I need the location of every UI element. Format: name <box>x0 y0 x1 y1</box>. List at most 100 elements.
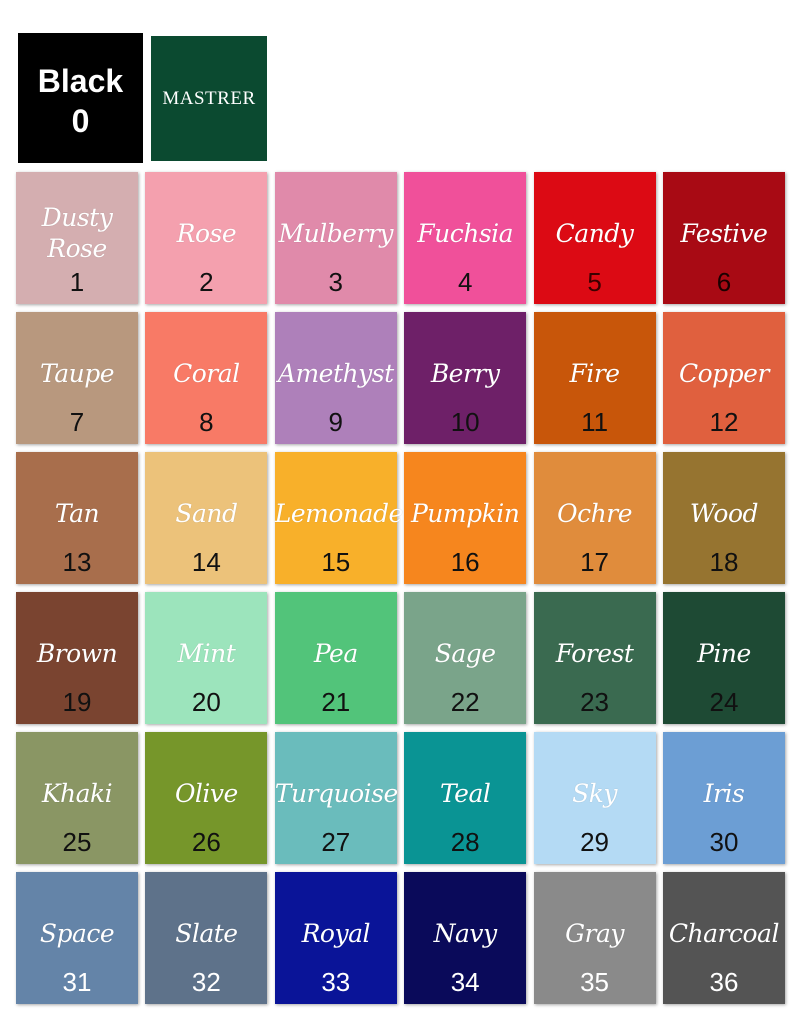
swatch-name: Charcoal <box>668 919 780 948</box>
swatch-name: Fire <box>569 359 621 388</box>
color-swatch: Turquoise 27 <box>274 732 399 864</box>
color-swatch: Sky 29 <box>533 732 656 864</box>
swatch-name: Sky <box>572 779 618 808</box>
swatch-number: 36 <box>709 967 739 997</box>
black-swatch: Black 0 <box>18 33 143 163</box>
swatch-name: Teal <box>439 779 491 808</box>
swatch-number: 21 <box>321 687 351 717</box>
swatch-number: 11 <box>581 407 609 437</box>
color-swatch: Fuchsia 4 <box>404 172 527 304</box>
swatch-number: 1 <box>69 267 85 297</box>
swatch-number: 27 <box>321 827 351 857</box>
color-swatch-grid: Dusty Rose 1 Rose 2 Mulberry 3 Fuchsia 4 Candy 5 F… <box>16 172 785 1004</box>
color-swatch: Olive 26 <box>145 732 268 864</box>
color-swatch: Fire 11 <box>533 312 656 444</box>
swatch-number: 14 <box>191 547 221 577</box>
swatch-name: Navy <box>433 919 498 948</box>
swatch-number: 17 <box>580 547 610 577</box>
swatch-number: 32 <box>191 967 221 997</box>
swatch-name: Sand <box>175 499 238 528</box>
color-swatch: Khaki 25 <box>16 732 138 864</box>
color-swatch: Pea 21 <box>274 592 397 724</box>
swatch-name: Taupe <box>39 359 115 388</box>
swatch-name: Iris <box>703 779 745 808</box>
swatch-name: Mulberry <box>278 219 394 248</box>
swatch-name: Khaki <box>41 779 113 808</box>
swatch-name: Festive <box>680 219 768 248</box>
color-swatch: Lemonade 15 <box>274 452 403 584</box>
swatch-name: Turquoise <box>274 779 399 808</box>
color-swatch: Candy 5 <box>533 172 656 304</box>
swatch-name: Olive <box>174 779 238 808</box>
swatch-number: 8 <box>199 407 214 437</box>
swatch-name: Forest <box>555 639 634 668</box>
swatch-name: Tan <box>54 499 100 528</box>
black-label: Black <box>37 63 124 99</box>
color-swatch: Gray 35 <box>533 872 656 1004</box>
color-swatch: Navy 34 <box>404 872 527 1004</box>
swatch-number: 15 <box>321 547 351 577</box>
color-swatch: Ochre 17 <box>533 452 656 584</box>
swatch-name: Lemonade <box>274 499 403 528</box>
swatch-number: 13 <box>62 547 92 577</box>
color-swatch: Taupe 7 <box>16 312 138 444</box>
color-swatch: Dusty Rose 1 <box>16 172 138 304</box>
swatch-name: Wood <box>689 499 759 528</box>
swatch-name: Sage <box>434 639 496 668</box>
color-swatch: Rose 2 <box>145 172 268 304</box>
black-number: 0 <box>71 103 90 139</box>
swatch-number: 16 <box>450 547 480 577</box>
color-swatch: Pumpkin 16 <box>404 452 527 584</box>
color-swatch: Coral 8 <box>145 312 268 444</box>
swatch-number: 34 <box>450 967 480 997</box>
color-swatch: Amethyst 9 <box>274 312 397 444</box>
swatch-number: 33 <box>321 967 351 997</box>
swatch-number: 10 <box>450 407 480 437</box>
swatch-number: 24 <box>709 687 739 717</box>
color-swatch: Festive 6 <box>662 172 785 304</box>
color-swatch: Wood 18 <box>662 452 785 584</box>
swatch-number: 12 <box>709 407 739 437</box>
swatch-number: 23 <box>580 687 610 717</box>
swatch-number: 28 <box>450 827 480 857</box>
color-swatch: Sage 22 <box>404 592 527 724</box>
swatch-name: Candy <box>555 219 634 248</box>
swatch-number: 35 <box>580 967 610 997</box>
swatch-name: Gray <box>565 919 625 948</box>
swatch-name: Ochre <box>557 499 632 528</box>
brand-name: MASTRER <box>162 87 256 109</box>
swatch-number: 30 <box>709 827 739 857</box>
swatch-name: Brown <box>36 639 118 668</box>
swatch-name: Royal <box>301 919 371 948</box>
color-swatch: Brown 19 <box>16 592 138 724</box>
color-swatch: Royal 33 <box>274 872 397 1004</box>
color-swatch: Berry 10 <box>404 312 527 444</box>
color-swatch: Charcoal 36 <box>662 872 785 1004</box>
color-swatch: Slate 32 <box>145 872 268 1004</box>
swatch-name: Slate <box>175 919 238 948</box>
color-swatch: Tan 13 <box>16 452 138 584</box>
swatch-name: Pumpkin <box>410 499 520 528</box>
swatch-number: 7 <box>69 407 85 437</box>
swatch-name: Pine <box>697 639 751 668</box>
color-swatch: Copper 12 <box>662 312 785 444</box>
color-swatch: Teal 28 <box>404 732 527 864</box>
swatch-name: Space <box>39 919 115 948</box>
swatch-name: Fuchsia <box>417 219 514 248</box>
swatch-name: Mint <box>177 639 236 668</box>
swatch-name: Dusty Rose <box>41 203 113 263</box>
color-swatch: Iris 30 <box>662 732 785 864</box>
swatch-name: Pea <box>313 639 358 668</box>
swatch-number: 26 <box>191 827 221 857</box>
swatch-number: 2 <box>199 267 214 297</box>
color-swatch: Sand 14 <box>145 452 268 584</box>
swatch-number: 31 <box>62 967 92 997</box>
color-swatch: Mint 20 <box>145 592 268 724</box>
swatch-name: Coral <box>173 359 240 388</box>
color-swatch: Forest 23 <box>533 592 656 724</box>
swatch-number: 22 <box>450 687 480 717</box>
swatch-name: Berry <box>430 359 500 388</box>
swatch-number: 6 <box>716 267 732 297</box>
swatch-number: 25 <box>62 827 92 857</box>
swatch-number: 4 <box>457 267 473 297</box>
